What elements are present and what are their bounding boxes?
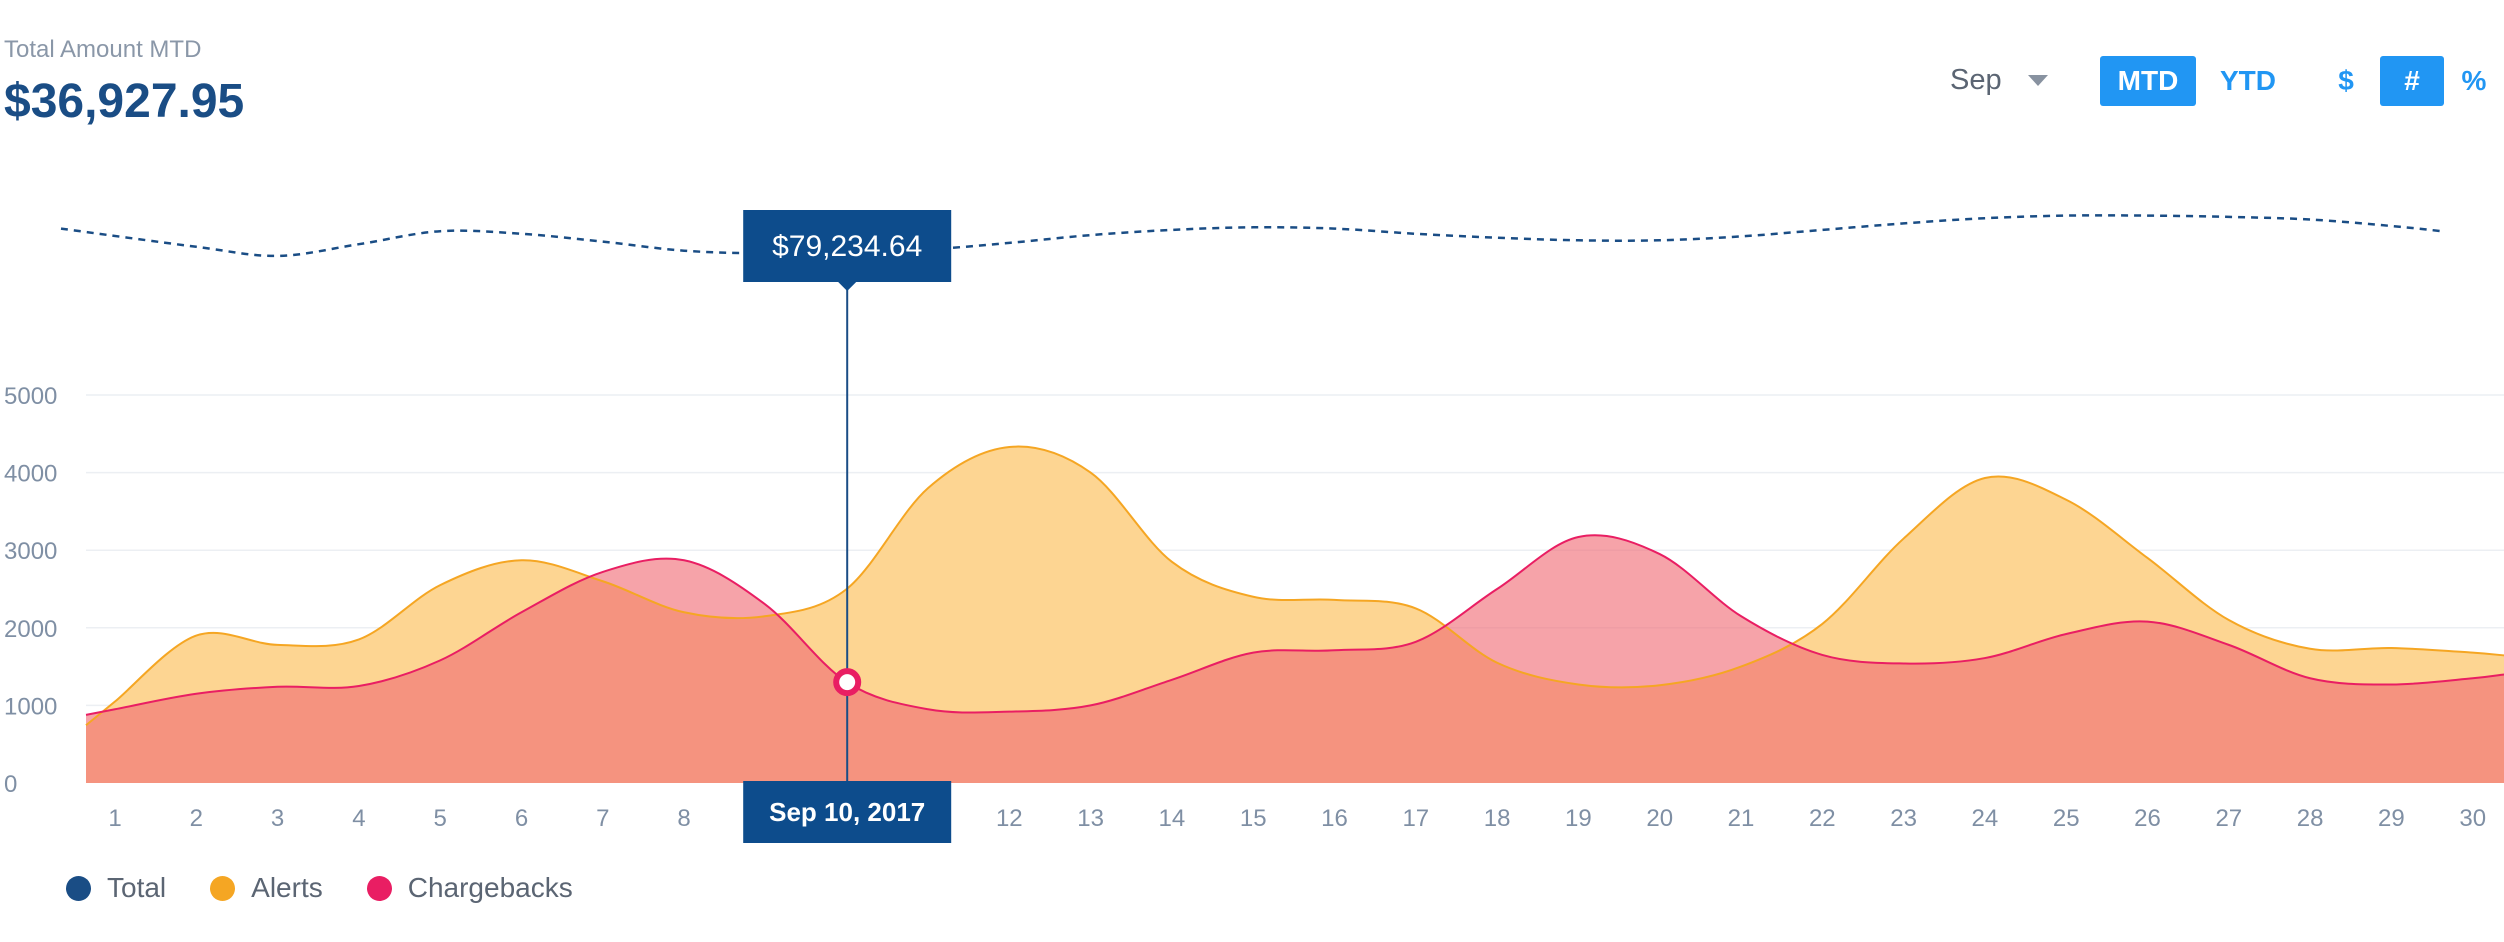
x-tick-label: 19: [1565, 805, 1592, 832]
x-tick-label: 30: [2459, 805, 2486, 832]
x-tick-label: 23: [1890, 805, 1917, 832]
legend-item-chargebacks[interactable]: Chargebacks: [367, 872, 573, 904]
legend-item-alerts[interactable]: Alerts: [210, 872, 323, 904]
x-tick-label: 3: [271, 805, 284, 832]
x-tick-label: 20: [1646, 805, 1673, 832]
x-tick-label: 14: [1159, 805, 1186, 832]
x-tick-label: 8: [677, 805, 690, 832]
x-tick-label: 4: [352, 805, 365, 832]
x-tick-label: 16: [1321, 805, 1348, 832]
tooltip-date: Sep 10, 2017: [769, 797, 925, 827]
legend-label: Total: [107, 872, 166, 904]
x-tick-label: 24: [1972, 805, 1999, 832]
y-tick-label: 2000: [4, 616, 57, 643]
tooltip-value: $79,234.64: [772, 230, 922, 263]
y-tick-label: 4000: [4, 461, 57, 488]
legend-label: Alerts: [251, 872, 323, 904]
x-tick-label: 2: [190, 805, 203, 832]
x-tick-label: 25: [2053, 805, 2080, 832]
x-tick-label: 28: [2297, 805, 2324, 832]
series-areas: [86, 447, 2504, 783]
total-line-group: [61, 215, 2442, 256]
x-tick-label: 7: [596, 805, 609, 832]
y-tick-label: 0: [4, 771, 17, 798]
chart-legend: Total Alerts Chargebacks: [66, 872, 617, 904]
legend-item-total[interactable]: Total: [66, 872, 166, 904]
legend-dot-icon: [66, 876, 91, 901]
x-tick-label: 13: [1077, 805, 1104, 832]
tooltip-pointer: [838, 282, 856, 291]
x-tick-label: 21: [1728, 805, 1755, 832]
y-tick-label: 3000: [4, 538, 57, 565]
y-tick-label: 1000: [4, 693, 57, 720]
x-tick-label: 18: [1484, 805, 1511, 832]
legend-dot-icon: [367, 876, 392, 901]
x-tick-label: 1: [108, 805, 121, 832]
legend-label: Chargebacks: [408, 872, 573, 904]
legend-dot-icon: [210, 876, 235, 901]
x-tick-label: 5: [434, 805, 447, 832]
chargebacks-point-marker: [836, 671, 858, 693]
y-axis: 0 1000 2000 3000 4000 5000: [4, 383, 57, 798]
x-tick-label: 12: [996, 805, 1023, 832]
y-tick-label: 5000: [4, 383, 57, 410]
total-line: [61, 215, 2442, 256]
x-tick-label: 15: [1240, 805, 1267, 832]
x-tick-label: 22: [1809, 805, 1836, 832]
x-tick-label: 26: [2134, 805, 2161, 832]
x-axis: 1234567891011121314151617181920212223242…: [108, 805, 2486, 832]
x-tick-label: 27: [2215, 805, 2242, 832]
x-tick-label: 29: [2378, 805, 2405, 832]
x-tick-label: 17: [1402, 805, 1429, 832]
x-tick-label: 6: [515, 805, 528, 832]
